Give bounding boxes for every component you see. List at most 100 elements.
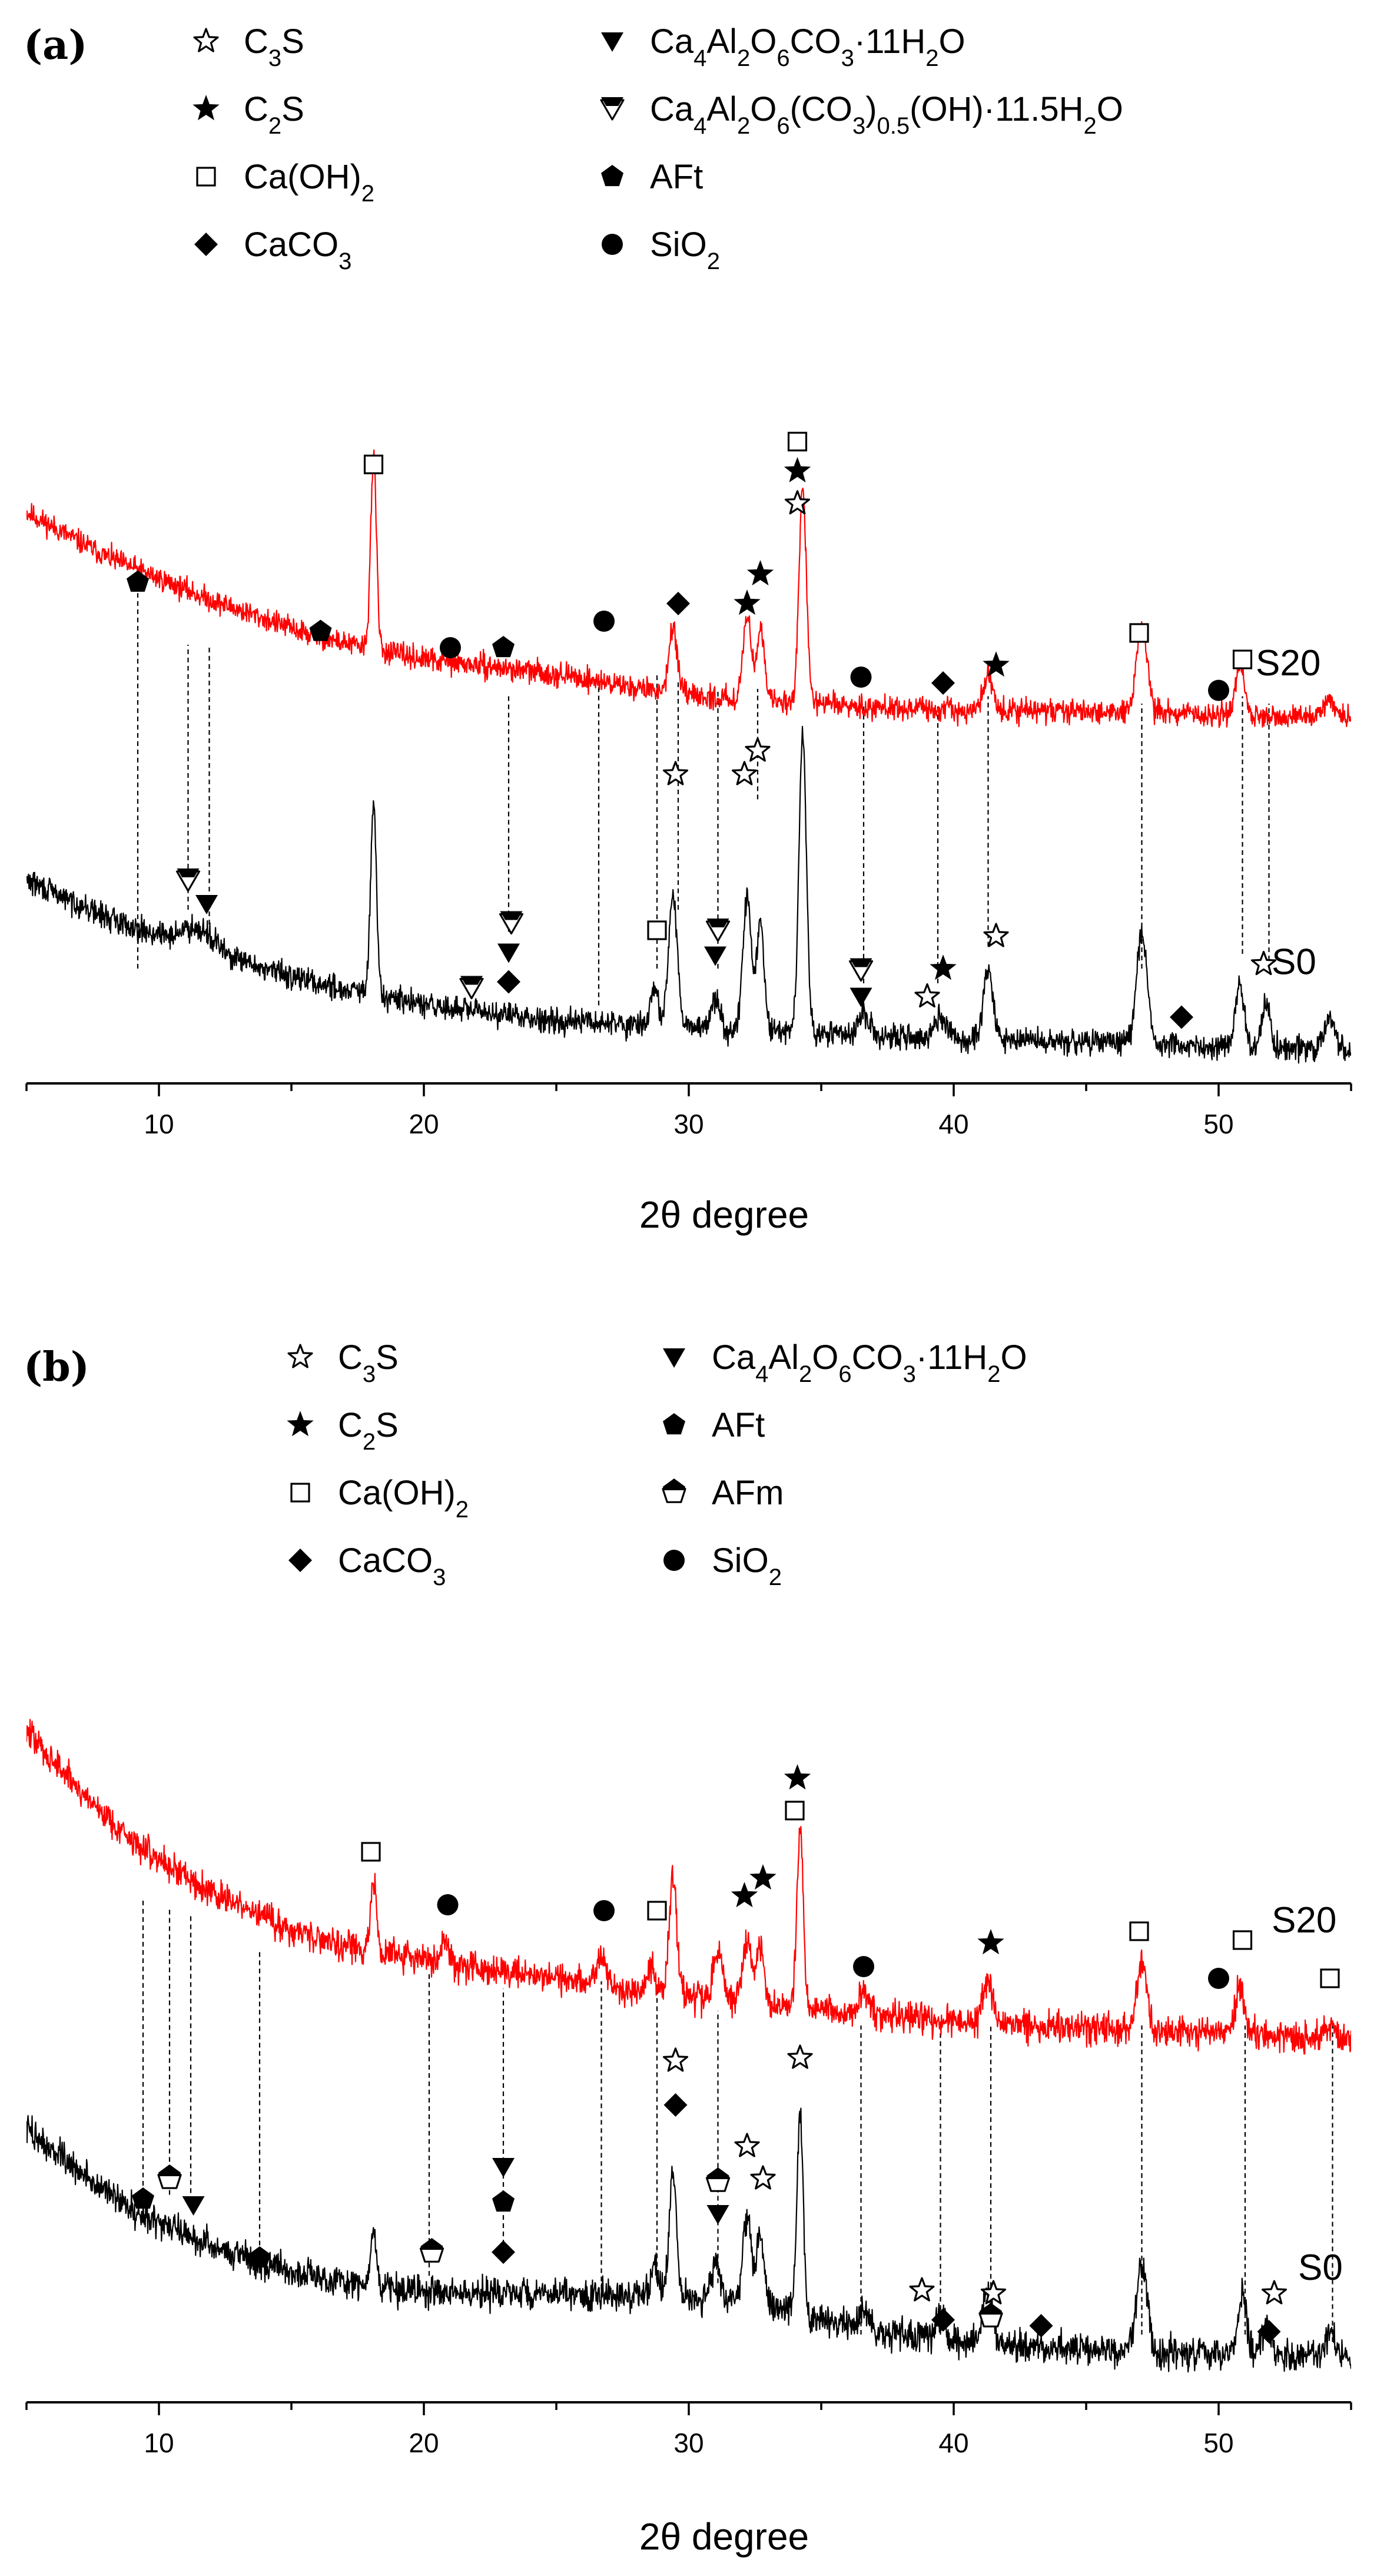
x-tick-label: 30 <box>673 2428 704 2458</box>
xrd-curves-b <box>26 1719 1351 2373</box>
marker-star-filled-icon <box>731 1882 758 1908</box>
legend-pentagon-half-icon <box>662 1478 686 1503</box>
marker-triangle-filled-icon <box>492 2158 515 2177</box>
legend-label: C2S <box>244 90 304 139</box>
marker-circle-icon <box>593 1900 615 1921</box>
panel-label-a: (a) <box>24 22 87 69</box>
x-ticks-a: 10 20 30 40 50 <box>25 1083 1352 1139</box>
x-tick-label: 20 <box>409 1109 439 1139</box>
marker-square-open-icon <box>1232 649 1253 669</box>
phase-markers-a <box>126 432 1277 1029</box>
marker-diamond-icon <box>931 2308 955 2332</box>
legend-label: AFm <box>712 1474 784 1512</box>
legend-triangle-half-icon <box>600 97 625 121</box>
x-tick-label: 40 <box>938 1109 968 1139</box>
series-label-S0-b: S0 <box>1298 2247 1343 2288</box>
legend-label: CaCO3 <box>244 226 351 274</box>
legend-label: CaCO3 <box>338 1541 446 1590</box>
marker-star-open-icon <box>731 761 758 785</box>
legend-label: C3S <box>338 1338 399 1387</box>
marker-diamond-icon <box>1029 2314 1053 2338</box>
legend-triangle-filled-icon <box>663 1348 685 1368</box>
marker-star-filled-icon <box>930 954 957 980</box>
marker-pentagon-filled-icon <box>126 570 150 592</box>
series-label-S20-b: S20 <box>1272 1900 1336 1941</box>
guide-lines-b <box>142 1900 1333 2342</box>
legend-star-open-icon <box>287 1344 313 1368</box>
x-tick-label: 40 <box>938 2428 968 2458</box>
legend-star-filled-icon <box>193 95 220 121</box>
marker-star-open-icon <box>909 2277 935 2302</box>
phase-markers-b <box>131 1764 1340 2343</box>
marker-diamond-icon <box>497 970 520 994</box>
marker-square-open-icon <box>1232 1930 1253 1950</box>
marker-square-open-icon <box>1129 623 1149 643</box>
series-label-S20-a: S20 <box>1256 643 1320 684</box>
guide-lines-a <box>137 593 1270 1006</box>
legend-diamond-icon <box>194 233 218 256</box>
marker-circle-icon <box>437 1894 459 1915</box>
legend-star-filled-icon <box>287 1411 314 1437</box>
legend-star-open-icon <box>193 28 219 52</box>
marker-diamond-icon <box>663 2093 688 2117</box>
legend-label: Ca(OH)2 <box>338 1474 469 1523</box>
marker-star-open-icon <box>914 983 940 1008</box>
xrd-series-S0 <box>26 725 1351 1064</box>
marker-square-open-icon <box>361 1842 381 1862</box>
marker-triangle-half-icon <box>459 976 484 1000</box>
marker-star-open-icon <box>750 2165 776 2190</box>
legend-label: Ca4Al2O6CO3·11H2O <box>712 1338 1027 1387</box>
marker-circle-icon <box>1208 679 1229 701</box>
marker-star-open-icon <box>983 923 1009 947</box>
marker-circle-icon <box>1208 1968 1229 1989</box>
marker-star-open-icon <box>662 761 689 785</box>
panel-label-b: (b) <box>24 1344 89 1391</box>
legend-circle-icon <box>663 1550 685 1571</box>
marker-star-open-icon <box>662 2047 689 2072</box>
series-label-S0-a: S0 <box>1272 942 1316 983</box>
marker-star-open-icon <box>1261 2280 1288 2305</box>
legend-diamond-icon <box>288 1549 312 1572</box>
marker-diamond-icon <box>666 592 690 615</box>
x-tick-label: 10 <box>144 1109 174 1139</box>
legend-triangle-filled-icon <box>601 32 623 52</box>
xrd-chart-b: (b) C3S C2S Ca(OH)2 CaCO3 Ca4Al2O6CO3·11H2O A… <box>24 1338 1352 2558</box>
marker-diamond-icon <box>1170 1005 1193 1029</box>
marker-triangle-half-icon <box>175 868 201 892</box>
legend-label: Ca(OH)2 <box>244 158 374 207</box>
marker-circle-icon <box>853 1956 874 1977</box>
marker-triangle-filled-icon <box>195 895 218 914</box>
x-axis-title-a: 2θ degree <box>639 1193 809 1236</box>
marker-pentagon-filled-icon <box>492 636 515 658</box>
marker-pentagon-half-icon <box>705 2167 731 2192</box>
marker-pentagon-half-icon <box>419 2238 444 2263</box>
marker-square-open-icon <box>647 1901 667 1921</box>
marker-pentagon-filled-icon <box>309 619 332 641</box>
legend-label: AFt <box>712 1406 765 1444</box>
marker-pentagon-filled-icon <box>248 2246 271 2268</box>
marker-diamond-icon <box>1257 2320 1281 2343</box>
marker-square-open-icon <box>1320 1968 1340 1988</box>
marker-star-open-icon <box>787 2044 813 2069</box>
marker-star-filled-icon <box>977 1929 1004 1955</box>
legend-label: Ca4Al2O6CO3·11H2O <box>650 22 965 71</box>
marker-diamond-icon <box>931 671 955 695</box>
marker-square-open-icon <box>785 1801 805 1821</box>
marker-pentagon-filled-icon <box>492 2190 515 2212</box>
marker-star-filled-icon <box>983 651 1010 677</box>
legend-pentagon-filled-icon <box>600 165 624 187</box>
marker-square-open-icon <box>1129 1921 1149 1941</box>
x-tick-label: 30 <box>673 1109 704 1139</box>
marker-circle-icon <box>850 667 872 688</box>
x-tick-label: 50 <box>1203 2428 1233 2458</box>
xrd-chart-a: (a) C3SC2SCa(OH)2CaCO3Ca4Al2O6CO3·11H2OC… <box>24 22 1352 1236</box>
legend-pentagon-filled-icon <box>662 1413 686 1435</box>
marker-triangle-half-icon <box>848 958 874 982</box>
marker-square-open-icon <box>363 455 384 475</box>
x-axis-title-b: 2θ degree <box>639 2515 809 2558</box>
x-tick-label: 20 <box>409 2428 439 2458</box>
legend-label: SiO2 <box>712 1541 782 1590</box>
legend-label: Ca4Al2O6(CO3)0.5(OH)·11.5H2O <box>650 90 1123 139</box>
marker-pentagon-half-icon <box>157 2164 182 2189</box>
marker-diamond-icon <box>492 2240 515 2264</box>
